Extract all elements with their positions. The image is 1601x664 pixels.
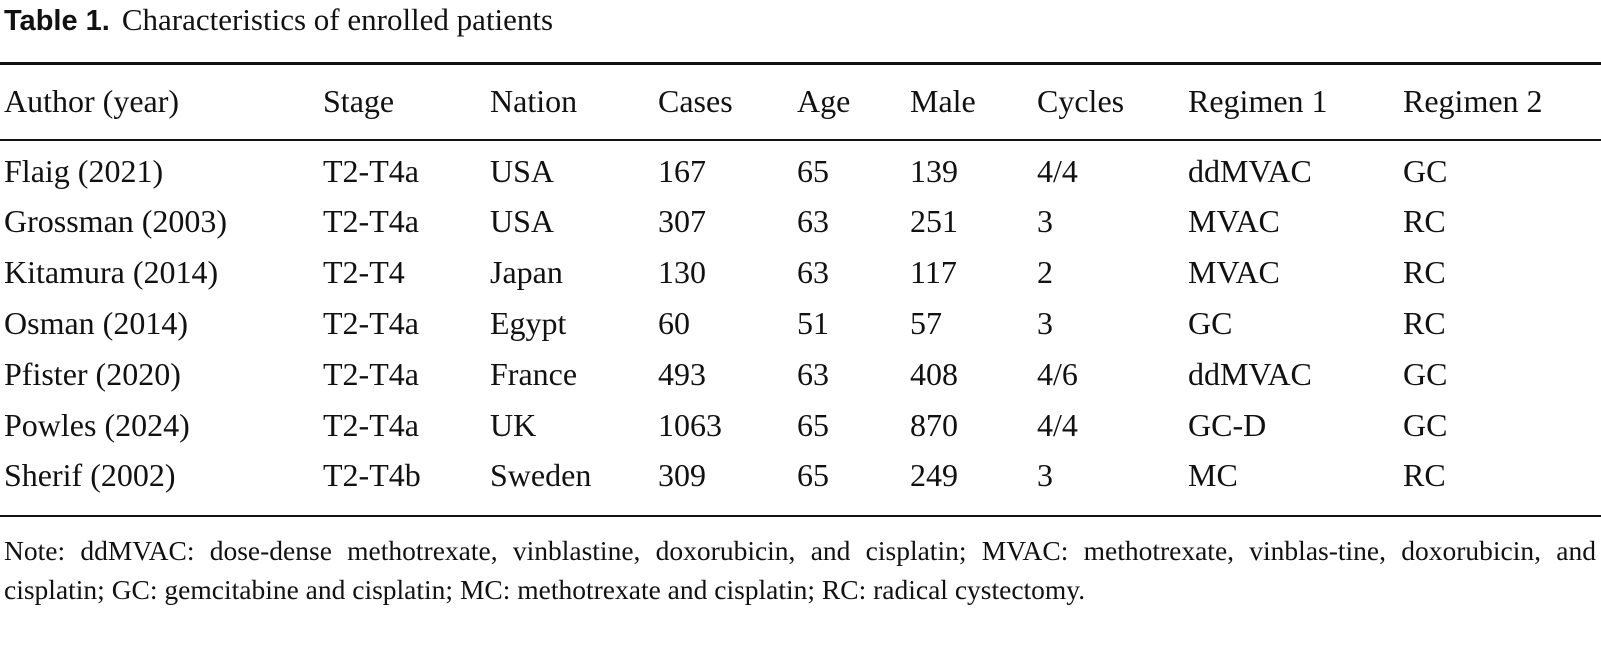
table-cell: 130 <box>658 254 706 290</box>
column-header: Age <box>797 83 851 119</box>
table-row: Flaig (2021) T2-T4a USA 167 65 139 4/4 d… <box>0 146 1601 196</box>
table-cell: 65 <box>797 407 829 443</box>
table-cell: RC <box>1403 203 1446 239</box>
table-cell: T2-T4b <box>323 457 421 493</box>
table-cell: 4/4 <box>1037 153 1078 189</box>
table-cell: 63 <box>797 356 829 392</box>
table-cell: 1063 <box>658 407 722 443</box>
table-cell: T2-T4 <box>323 254 405 290</box>
table-header-row: Author (year) Stage Nation Cases Age Mal… <box>0 76 1601 126</box>
table-label: Table 1. <box>4 5 110 37</box>
table-cell: GC <box>1403 407 1448 443</box>
table-cell: 65 <box>797 457 829 493</box>
table-cell: T2-T4a <box>323 356 419 392</box>
column-header: Cycles <box>1037 83 1125 119</box>
column-header: Stage <box>323 83 395 119</box>
table-cell: GC <box>1188 305 1233 341</box>
table-cell: 60 <box>658 305 690 341</box>
table-cell: ddMVAC <box>1188 153 1312 189</box>
table-cell: UK <box>490 407 537 443</box>
table-row: Osman (2014) T2-T4a Egypt 60 51 57 3 GC … <box>0 298 1601 348</box>
table-row: Sherif (2002) T2-T4b Sweden 309 65 249 3… <box>0 450 1601 500</box>
table-cell: 251 <box>910 203 958 239</box>
table-cell: Sweden <box>490 457 592 493</box>
table-note: Note: ddMVAC: dose-dense methotrexate, v… <box>4 535 1596 605</box>
table-cell: Osman (2014) <box>4 305 188 341</box>
column-header: Cases <box>658 83 733 119</box>
table-cell: USA <box>490 203 555 239</box>
table-cell: T2-T4a <box>323 203 419 239</box>
table-cell: 57 <box>910 305 942 341</box>
table-cell: RC <box>1403 457 1446 493</box>
table-cell: Kitamura (2014) <box>4 254 219 290</box>
column-header: Nation <box>490 83 578 119</box>
table-cell: GC <box>1403 356 1448 392</box>
column-header: Regimen 2 <box>1403 83 1543 119</box>
table-cell: ddMVAC <box>1188 356 1312 392</box>
table-cell: Pfister (2020) <box>4 356 181 392</box>
table-title: Characteristics of enrolled patients <box>121 2 554 37</box>
bottom-rule <box>0 515 1601 517</box>
table-cell: RC <box>1403 254 1446 290</box>
table-cell: 870 <box>910 407 958 443</box>
table-cell: Japan <box>490 254 563 290</box>
column-header: Author (year) <box>4 83 180 119</box>
table-cell: 309 <box>658 457 706 493</box>
table-cell: 3 <box>1037 203 1053 239</box>
table-cell: USA <box>490 153 555 189</box>
table-cell: 4/4 <box>1037 407 1078 443</box>
table-cell: Flaig (2021) <box>4 153 164 189</box>
table-cell: RC <box>1403 305 1446 341</box>
table-cell: Sherif (2002) <box>4 457 176 493</box>
table-cell: 63 <box>797 203 829 239</box>
table-cell: 4/6 <box>1037 356 1078 392</box>
table-cell: Powles (2024) <box>4 407 190 443</box>
table-cell: T2-T4a <box>323 153 419 189</box>
table-cell: 51 <box>797 305 829 341</box>
column-header: Male <box>910 83 976 119</box>
table-cell: 3 <box>1037 457 1053 493</box>
table-cell: MVAC <box>1188 254 1280 290</box>
table-cell: 65 <box>797 153 829 189</box>
table-caption: Table 1. Characteristics of enrolled pati… <box>4 2 553 39</box>
table-cell: 63 <box>797 254 829 290</box>
table-cell: Grossman (2003) <box>4 203 228 239</box>
column-header: Regimen 1 <box>1188 83 1328 119</box>
table-cell: 117 <box>910 254 957 290</box>
table-cell: GC-D <box>1188 407 1267 443</box>
table-cell: 2 <box>1037 254 1053 290</box>
top-rule <box>0 62 1601 65</box>
table-cell: 139 <box>910 153 958 189</box>
table-cell: 307 <box>658 203 706 239</box>
table-cell: 249 <box>910 457 958 493</box>
table-row: Powles (2024) T2-T4a UK 1063 65 870 4/4 … <box>0 400 1601 450</box>
table-row: Grossman (2003) T2-T4a USA 307 63 251 3 … <box>0 196 1601 246</box>
table-cell: 408 <box>910 356 958 392</box>
table-cell: 167 <box>658 153 706 189</box>
table-row: Kitamura (2014) T2-T4 Japan 130 63 117 2… <box>0 247 1601 297</box>
table-cell: MVAC <box>1188 203 1280 239</box>
table-cell: GC <box>1403 153 1448 189</box>
table-cell: 3 <box>1037 305 1053 341</box>
table-row: Pfister (2020) T2-T4a France 493 63 408 … <box>0 349 1601 399</box>
table-cell: Egypt <box>490 305 567 341</box>
table-cell: T2-T4a <box>323 305 419 341</box>
table-cell: T2-T4a <box>323 407 419 443</box>
header-rule <box>0 139 1601 141</box>
table-cell: MC <box>1188 457 1238 493</box>
table-cell: 493 <box>658 356 706 392</box>
table-cell: France <box>490 356 578 392</box>
